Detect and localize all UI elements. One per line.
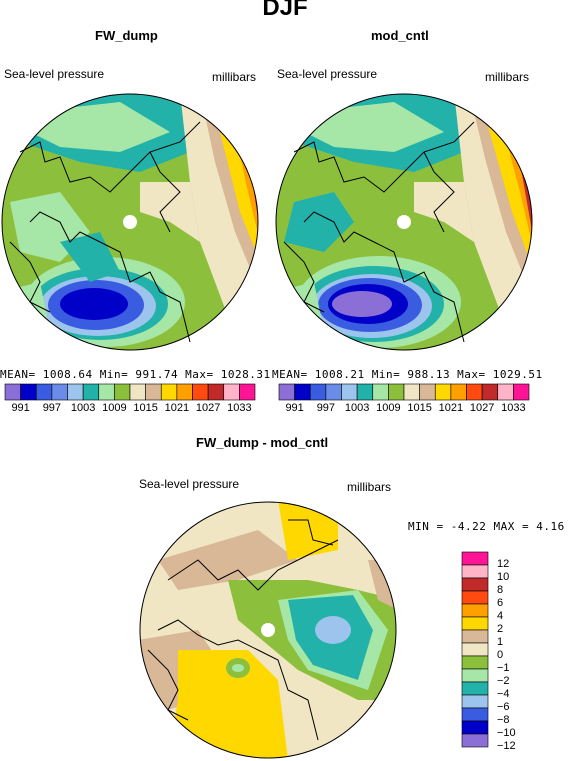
colorbar-swatch <box>67 383 84 401</box>
colorbar-tick-label: −1 <box>497 662 510 674</box>
colorbar-tick-label: −2 <box>497 675 510 687</box>
colorbar-tick-label: 1027 <box>469 402 495 414</box>
panel1-map <box>1 93 259 351</box>
colorbar-swatch <box>239 383 256 401</box>
colorbar-swatch <box>461 642 489 657</box>
panel1-variable-label: Sea-level pressure <box>4 67 105 81</box>
colorbar-tick-label: 1009 <box>102 402 127 414</box>
colorbar-tick-label: 997 <box>42 402 62 414</box>
colorbar-tick-label: 1 <box>497 636 504 648</box>
colorbar-swatch <box>497 383 514 401</box>
colorbar-swatch <box>461 629 489 644</box>
colorbar-swatch <box>461 616 489 631</box>
colorbar-swatch <box>461 577 489 592</box>
panel2-units-label: millibars <box>485 70 530 84</box>
colorbar-swatch <box>461 720 489 735</box>
panel3-stats: MIN = -4.22 MAX = 4.16 <box>408 520 565 533</box>
colorbar-swatch <box>176 383 193 401</box>
colorbar-swatch <box>129 383 146 401</box>
colorbar-tick-label: 8 <box>497 584 504 596</box>
colorbar-tick-label: 1033 <box>227 402 252 414</box>
colorbar-tick-label: 1021 <box>164 402 190 414</box>
colorbar-swatch <box>51 383 68 401</box>
colorbar-swatch <box>20 383 37 401</box>
colorbar-tick-label: −4 <box>497 688 510 700</box>
colorbar-swatch <box>192 383 209 401</box>
colorbar-swatch <box>466 383 483 401</box>
colorbar-tick-label: 1021 <box>438 402 464 414</box>
colorbar-tick-label: 997 <box>316 402 336 414</box>
colorbar-swatch <box>461 655 489 670</box>
colorbar-swatch <box>461 603 489 618</box>
colorbar-swatch <box>403 383 420 401</box>
colorbar-swatch <box>341 383 358 401</box>
colorbar-swatch <box>82 383 100 401</box>
colorbar-tick-label: 1027 <box>195 402 221 414</box>
colorbar-tick-label: 991 <box>285 402 304 414</box>
colorbar-tick-label: 12 <box>497 558 510 570</box>
panel2-variable-label: Sea-level pressure <box>277 67 378 81</box>
colorbar-swatch <box>4 383 21 401</box>
colorbar-swatch <box>278 383 295 401</box>
colorbar-swatch <box>461 707 489 722</box>
figure-title: DJF <box>262 0 308 21</box>
colorbar-swatch <box>461 551 489 566</box>
colorbar-swatch <box>207 383 225 401</box>
colorbar-swatch <box>325 383 342 401</box>
panel1-units-label: millibars <box>212 70 257 84</box>
colorbar-swatch <box>434 383 452 401</box>
colorbar-tick-label: 10 <box>497 571 510 583</box>
panel2-colorbar <box>278 383 530 401</box>
colorbar-swatch <box>294 383 311 401</box>
colorbar-swatch <box>114 383 131 401</box>
panel3-colorbar <box>461 551 489 748</box>
colorbar-tick-label: −6 <box>497 701 510 713</box>
colorbar-swatch <box>388 383 405 401</box>
colorbar-tick-label: −8 <box>497 714 510 726</box>
colorbar-swatch <box>372 383 389 401</box>
colorbar-tick-label: 0 <box>497 649 504 661</box>
colorbar-tick-label: 6 <box>497 597 504 609</box>
colorbar-swatch <box>461 564 489 579</box>
colorbar-tick-label: 1015 <box>133 402 158 414</box>
colorbar-swatch <box>450 383 467 401</box>
colorbar-swatch <box>145 383 162 401</box>
colorbar-swatch <box>419 383 436 401</box>
colorbar-swatch <box>461 590 489 605</box>
panel1-stats: MEAN= 1008.64 Min= 991.74 Max= 1028.31 <box>0 368 271 381</box>
colorbar-tick-label: −12 <box>497 740 516 752</box>
colorbar-tick-label: 4 <box>497 610 504 622</box>
panel2-stats: MEAN= 1008.21 Min= 988.13 Max= 1029.51 <box>272 368 543 381</box>
colorbar-swatch <box>309 383 327 401</box>
colorbar-swatch <box>356 383 374 401</box>
colorbar-tick-label: 1033 <box>501 402 526 414</box>
panel1-title: FW_dump <box>95 28 158 43</box>
colorbar-swatch <box>461 668 489 683</box>
panel2-title: mod_cntl <box>371 28 429 43</box>
colorbar-tick-label: 1009 <box>376 402 401 414</box>
colorbar-tick-label: 2 <box>497 623 504 635</box>
panel2-map <box>275 93 533 351</box>
panel3-variable-label: Sea-level pressure <box>139 477 240 491</box>
colorbar-swatch <box>481 383 499 401</box>
colorbar-swatch <box>35 383 53 401</box>
colorbar-tick-label: 991 <box>11 402 30 414</box>
colorbar-swatch <box>160 383 178 401</box>
panel3-title: FW_dump - mod_cntl <box>196 435 329 450</box>
colorbar-swatch <box>461 681 489 696</box>
colorbar-swatch <box>513 383 530 401</box>
colorbar-tick-label: 1003 <box>344 402 370 414</box>
colorbar-swatch <box>223 383 240 401</box>
colorbar-tick-label: 1003 <box>70 402 96 414</box>
panel1-colorbar <box>4 383 256 401</box>
colorbar-swatch <box>461 733 489 748</box>
panel3-map <box>139 501 397 759</box>
colorbar-tick-label: −10 <box>497 727 516 739</box>
colorbar-swatch <box>461 694 489 709</box>
panel3-units-label: millibars <box>347 480 392 494</box>
colorbar-tick-label: 1015 <box>407 402 432 414</box>
colorbar-swatch <box>98 383 115 401</box>
